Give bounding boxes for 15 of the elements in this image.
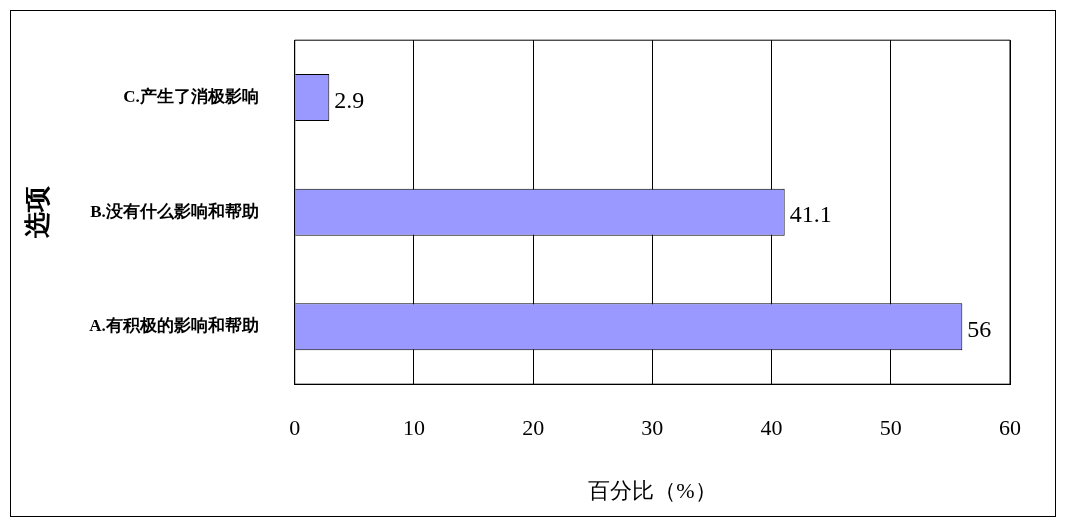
- y-axis-title: 选项: [23, 186, 53, 240]
- x-tick-label: 20: [522, 415, 545, 441]
- y-tick-label: C.产生了消极影响: [123, 86, 259, 106]
- x-tick-label: 30: [641, 415, 664, 441]
- x-tick-label: 40: [760, 415, 783, 441]
- x-tick-label: 0: [289, 415, 301, 441]
- data-label: 56: [967, 316, 992, 343]
- x-tick-label: 60: [999, 415, 1021, 441]
- x-tick-label: 10: [402, 415, 425, 441]
- x-tick-label: 50: [879, 415, 902, 441]
- y-tick-label: B.没有什么影响和帮助: [90, 201, 259, 221]
- data-label: 2.9: [334, 86, 365, 113]
- x-axis-title: 百分比（%）: [588, 477, 717, 503]
- y-tick-label: A.有积极的影响和帮助: [89, 316, 259, 336]
- data-label: 41.1: [789, 201, 832, 228]
